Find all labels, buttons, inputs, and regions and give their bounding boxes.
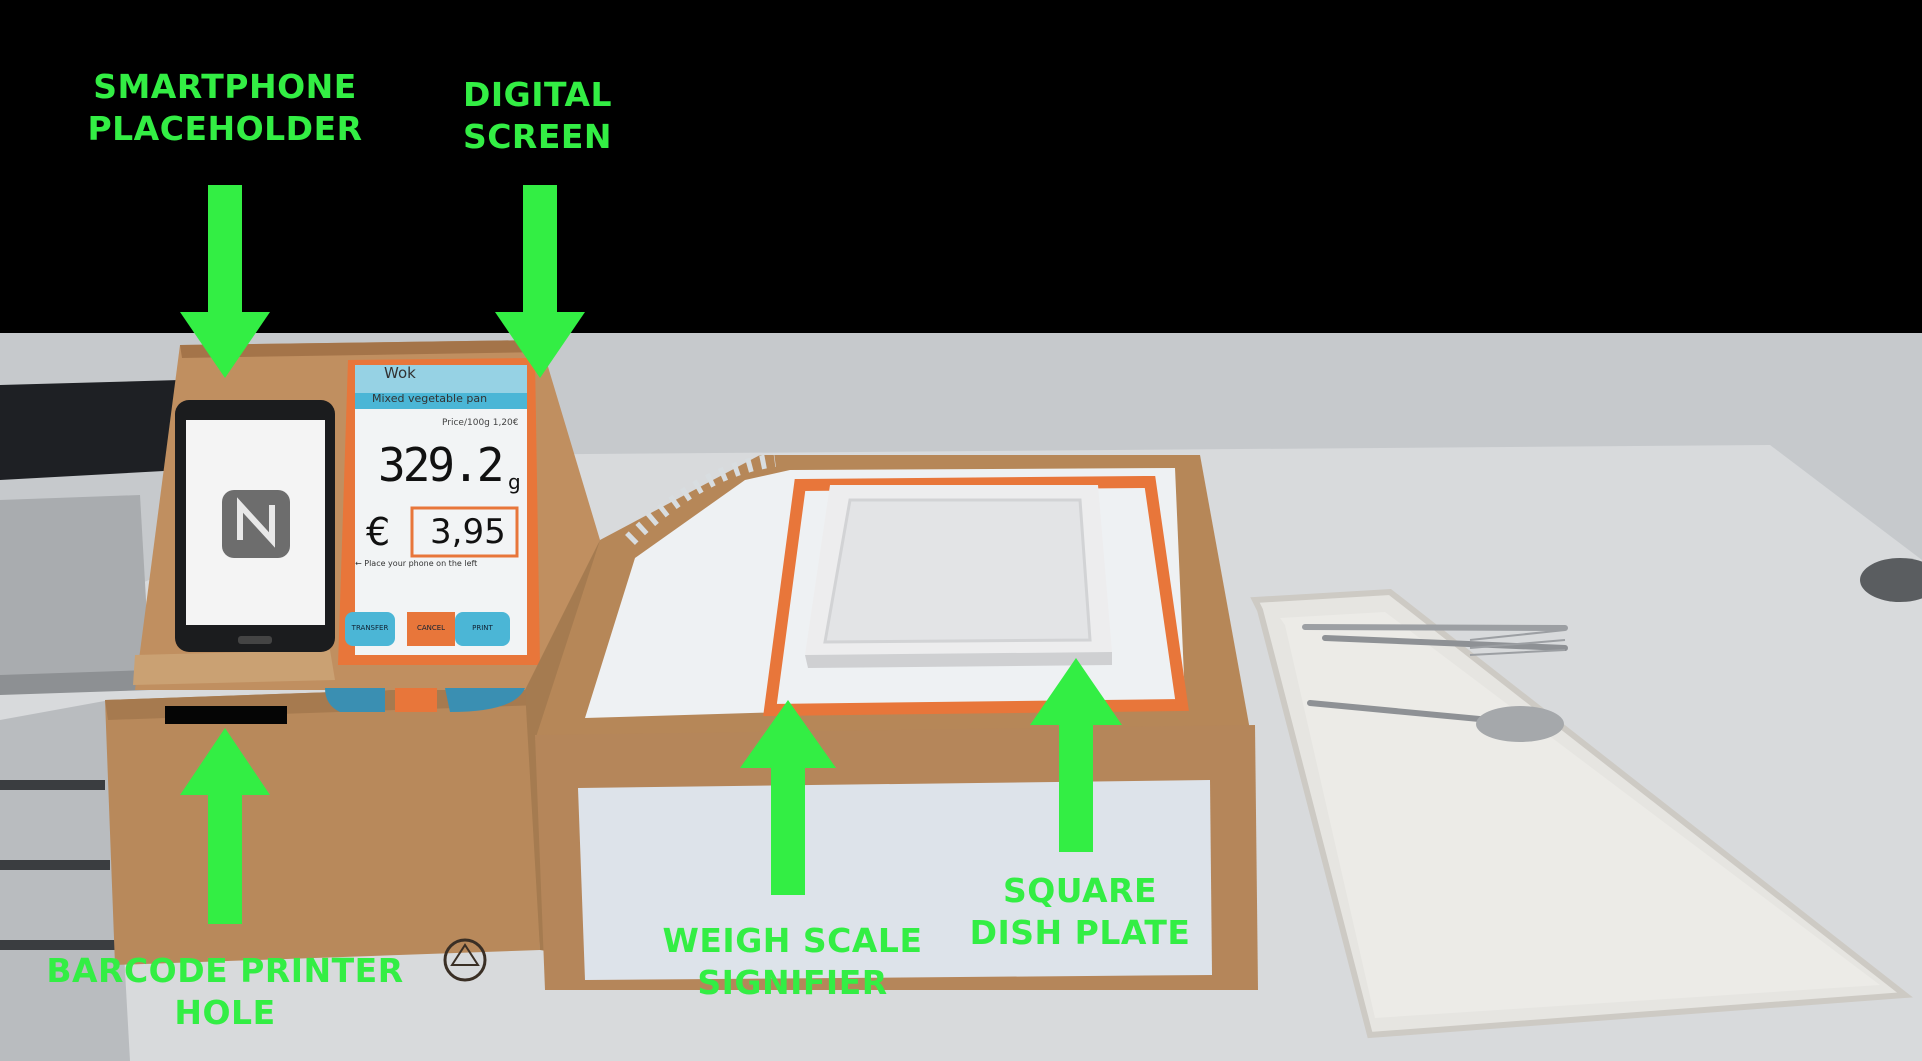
arrow-square-dish-icon	[1030, 658, 1122, 852]
label-square-dish-plate: SQUARE DISH PLATE	[935, 870, 1225, 954]
label-line: PLACEHOLDER	[87, 109, 363, 148]
recycle-icon	[443, 938, 487, 982]
label-line: DIGITAL	[462, 75, 613, 114]
barcode-printer-hole	[165, 706, 287, 724]
arrow-smartphone-icon	[180, 185, 270, 378]
screen-price-per-unit: Price/100g 1,20€	[442, 418, 519, 428]
label-line: SCREEN	[462, 117, 613, 156]
screen-weight: 329.2	[378, 438, 504, 492]
kiosk-box-front	[105, 685, 540, 965]
label-line: HOLE	[174, 993, 276, 1032]
screen-hint: ← Place your phone on the left	[355, 559, 478, 568]
label-line: SIGNIFIER	[697, 963, 888, 1002]
label-smartphone-placeholder: SMARTPHONE PLACEHOLDER	[60, 66, 390, 150]
screen-button-cancel[interactable]: CANCEL	[416, 624, 446, 632]
screen-subtitle: Mixed vegetable pan	[372, 392, 488, 405]
arrow-digital-screen-icon	[495, 185, 585, 378]
screen-button-transfer[interactable]: TRANSFER	[351, 624, 389, 632]
label-line: SQUARE	[1002, 871, 1158, 910]
label-digital-screen: DIGITAL SCREEN	[400, 74, 675, 158]
screen-title: Wok	[384, 364, 416, 382]
nfc-icon	[222, 490, 290, 558]
screen-currency: €	[366, 510, 391, 554]
label-weigh-scale-signifier: WEIGH SCALE SIGNIFIER	[620, 920, 965, 1004]
digital-screen	[355, 365, 527, 655]
label-line: SMARTPHONE	[93, 67, 357, 106]
scale-box-window	[578, 780, 1212, 980]
laptop	[0, 495, 150, 678]
label-line: DISH PLATE	[969, 913, 1191, 952]
screen-weight-unit: g	[508, 470, 521, 494]
spoon-icon	[1307, 700, 1564, 742]
weigh-scale-signifier	[763, 475, 1189, 717]
screen-button-print[interactable]: PRINT	[472, 624, 493, 632]
label-barcode-printer-hole: BARCODE PRINTER HOLE	[30, 950, 420, 1034]
screen-price: 3,95	[430, 512, 506, 552]
fork-icon	[1302, 624, 1568, 656]
label-line: WEIGH SCALE	[662, 921, 923, 960]
keyboard	[0, 380, 182, 480]
label-line: BARCODE PRINTER	[46, 951, 404, 990]
arrow-barcode-printer-icon	[180, 728, 270, 924]
arrow-weigh-scale-icon	[740, 700, 836, 895]
